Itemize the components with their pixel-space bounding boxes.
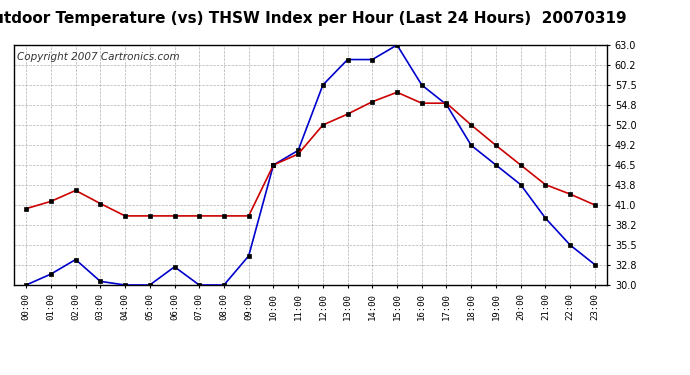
Text: Outdoor Temperature (vs) THSW Index per Hour (Last 24 Hours)  20070319: Outdoor Temperature (vs) THSW Index per …: [0, 11, 627, 26]
Text: Copyright 2007 Cartronics.com: Copyright 2007 Cartronics.com: [17, 52, 179, 62]
